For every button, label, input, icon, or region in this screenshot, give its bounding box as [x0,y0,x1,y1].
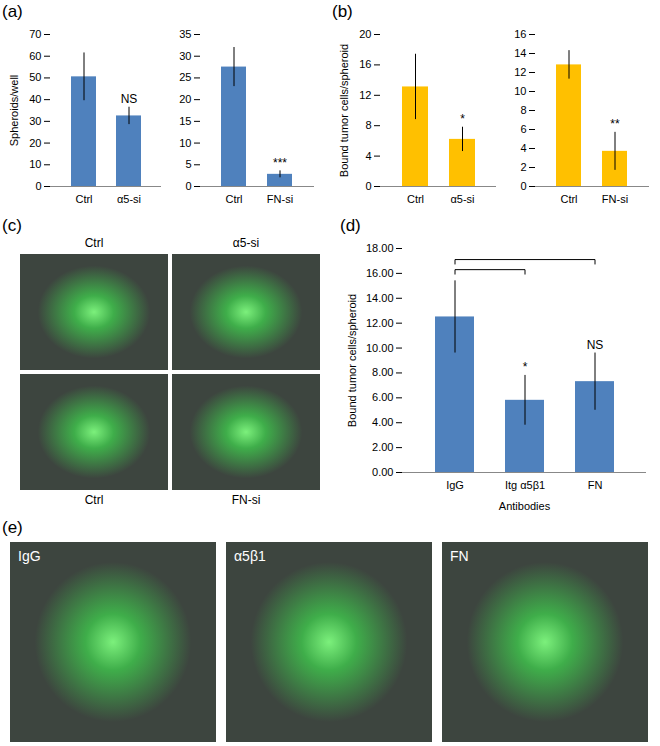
svg-text:8: 8 [520,104,526,116]
svg-text:0: 0 [520,180,526,192]
svg-text:0.00: 0.00 [372,466,393,478]
svg-text:5: 5 [185,158,191,170]
svg-text:16: 16 [514,28,526,40]
svg-text:α5-si: α5-si [117,193,141,205]
svg-text:***: *** [273,156,287,170]
svg-text:2.00: 2.00 [372,441,393,453]
svg-text:Ctrl: Ctrl [560,193,577,205]
svg-text:FN-si: FN-si [267,193,293,205]
svg-text:10: 10 [514,85,526,97]
svg-text:Bound tumor cells/spheroid: Bound tumor cells/spheroid [346,294,358,427]
html-text:(e): (e) [2,518,23,537]
html-text:IgG: IgG [18,548,41,564]
svg-text:Spheroids/well: Spheroids/well [8,75,20,147]
svg-text:Itg α5β1: Itg α5β1 [505,479,545,491]
svg-text:0: 0 [365,180,371,192]
svg-text:12: 12 [359,89,371,101]
svg-text:50: 50 [29,71,41,83]
svg-text:IgG: IgG [446,479,464,491]
svg-text:30: 30 [179,50,191,62]
svg-text:4.00: 4.00 [372,416,393,428]
svg-text:4: 4 [520,142,526,154]
svg-text:20: 20 [359,28,371,40]
svg-text:10: 10 [29,158,41,170]
svg-text:14: 14 [514,47,526,59]
svg-text:16.00: 16.00 [366,267,394,279]
svg-text:18.00: 18.00 [366,242,394,254]
svg-text:NS: NS [587,338,604,352]
html-text:FN: FN [450,548,469,564]
svg-text:25: 25 [179,71,191,83]
svg-text:70: 70 [29,28,41,40]
svg-text:*: * [523,360,528,374]
html-text:(a): (a) [2,2,23,21]
svg-text:20: 20 [29,137,41,149]
svg-text:40: 40 [29,93,41,105]
svg-text:NS: NS [121,92,138,106]
svg-text:20: 20 [179,93,191,105]
svg-text:Antibodies: Antibodies [499,500,551,512]
svg-text:FN: FN [588,479,603,491]
svg-text:10: 10 [179,137,191,149]
html-text:(b): (b) [332,2,353,21]
svg-text:15: 15 [179,115,191,127]
html-text:Ctrl: Ctrl [84,236,104,250]
svg-text:Ctrl: Ctrl [225,193,242,205]
svg-text:FN-si: FN-si [602,193,628,205]
svg-text:14.00: 14.00 [366,292,394,304]
svg-text:12: 12 [514,66,526,78]
html-text:(d): (d) [340,216,361,235]
svg-text:60: 60 [29,50,41,62]
svg-text:**: ** [610,117,620,131]
svg-text:6.00: 6.00 [372,391,393,403]
html-text:(c): (c) [2,216,22,235]
svg-text:α5-si: α5-si [450,193,474,205]
svg-text:*: * [460,112,465,126]
svg-text:30: 30 [29,115,41,127]
svg-text:35: 35 [179,28,191,40]
svg-text:0: 0 [35,180,41,192]
html-text:Ctrl: Ctrl [84,493,104,507]
svg-text:Ctrl: Ctrl [407,193,424,205]
svg-text:2: 2 [520,161,526,173]
svg-text:Bound tumor cells/spheroid: Bound tumor cells/spheroid [338,44,350,177]
html-text:α5β1: α5β1 [234,548,266,564]
html-text:α5-si: α5-si [232,236,260,250]
svg-text:4: 4 [365,150,371,162]
svg-text:12.00: 12.00 [366,317,394,329]
svg-text:8.00: 8.00 [372,366,393,378]
svg-text:6: 6 [520,123,526,135]
svg-text:8: 8 [365,119,371,131]
svg-text:Ctrl: Ctrl [75,193,92,205]
svg-text:10.00: 10.00 [366,342,394,354]
html-text:FN-si: FN-si [231,493,261,507]
svg-text:0: 0 [185,180,191,192]
svg-text:16: 16 [359,58,371,70]
